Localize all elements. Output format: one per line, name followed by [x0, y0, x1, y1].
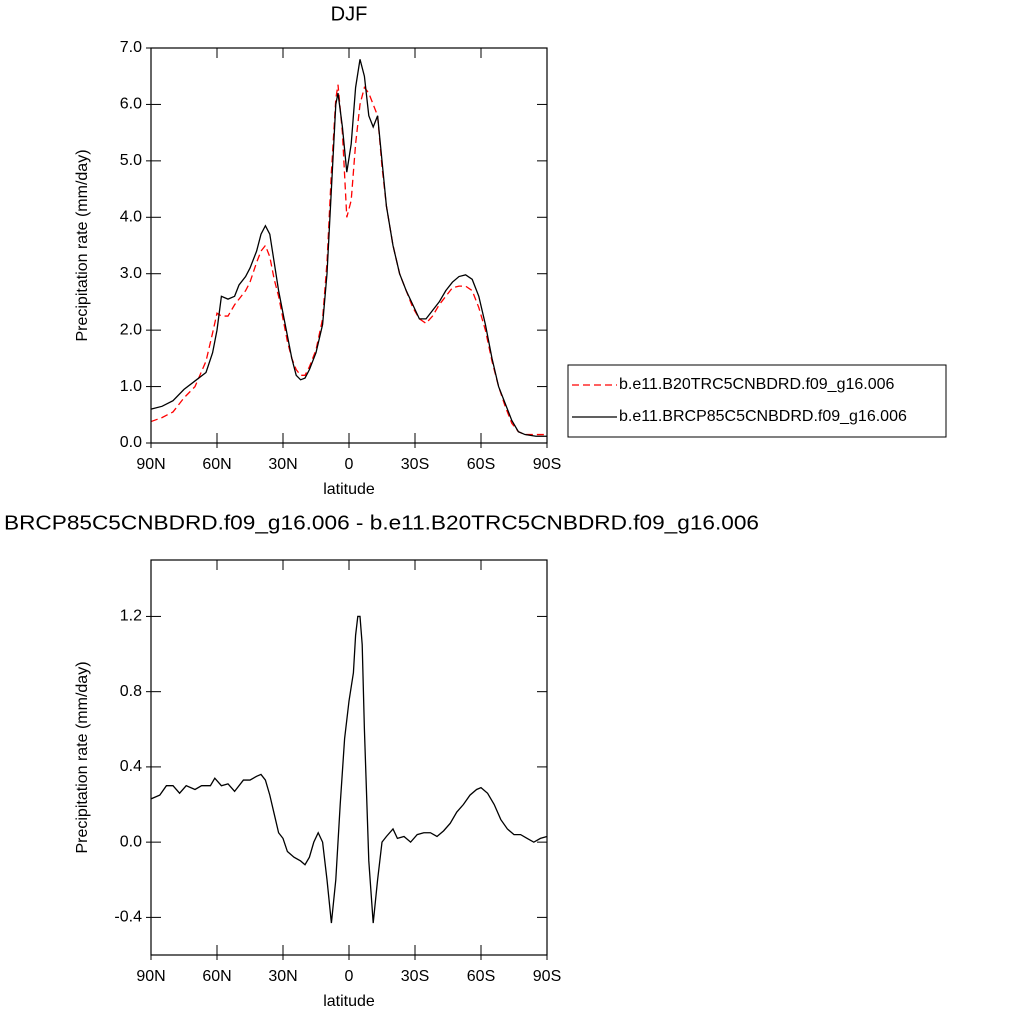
legend-label: b.e11.B20TRC5CNBDRD.f09_g16.006	[619, 376, 895, 393]
x-axis-label: latitude	[323, 481, 375, 498]
y-tick-label: 1.0	[120, 378, 142, 395]
x-tick-label: 90S	[533, 456, 561, 473]
y-tick-label: 6.0	[120, 96, 142, 113]
y-tick-label: 2.0	[120, 321, 142, 338]
legend-label: b.e11.BRCP85C5CNBDRD.f09_g16.006	[619, 408, 907, 425]
plot-frame	[150, 559, 548, 956]
x-tick-label: 60S	[467, 456, 495, 473]
y-axis-label: Precipitation rate (mm/day)	[74, 149, 91, 341]
data-line	[150, 84, 547, 436]
y-tick-label: 5.0	[120, 152, 142, 169]
x-tick-label: 90N	[136, 456, 165, 473]
x-tick-label: 30S	[401, 456, 429, 473]
x-tick-label: 30S	[401, 968, 429, 985]
x-tick-label: 30N	[268, 456, 297, 473]
y-tick-label: 1.2	[120, 608, 142, 625]
x-tick-label: 60N	[202, 968, 231, 985]
x-tick-label: 90N	[136, 968, 165, 985]
plot-frame	[150, 47, 548, 444]
y-tick-label: -0.4	[114, 909, 142, 926]
x-tick-label: 90S	[533, 968, 561, 985]
data-line	[150, 59, 547, 437]
y-tick-label: 4.0	[120, 209, 142, 226]
y-tick-label: 3.0	[120, 265, 142, 282]
y-tick-label: 0.0	[120, 833, 142, 850]
y-tick-label: 7.0	[120, 39, 142, 56]
x-tick-label: 0	[345, 968, 354, 985]
legend-box	[567, 364, 947, 438]
x-axis-label: latitude	[323, 993, 375, 1010]
y-axis-label: Precipitation rate (mm/day)	[74, 661, 91, 853]
y-tick-label: 0.0	[120, 434, 142, 451]
chart-title: DJF	[331, 3, 368, 25]
x-tick-label: 30N	[268, 968, 297, 985]
x-tick-label: 60S	[467, 968, 495, 985]
y-tick-label: 0.4	[120, 758, 142, 775]
x-tick-label: 0	[345, 456, 354, 473]
chart-title: BRCP85C5CNBDRD.f09_g16.006 - b.e11.B20TR…	[4, 512, 759, 534]
y-tick-label: 0.8	[120, 683, 142, 700]
data-line	[150, 615, 548, 924]
x-tick-label: 60N	[202, 456, 231, 473]
